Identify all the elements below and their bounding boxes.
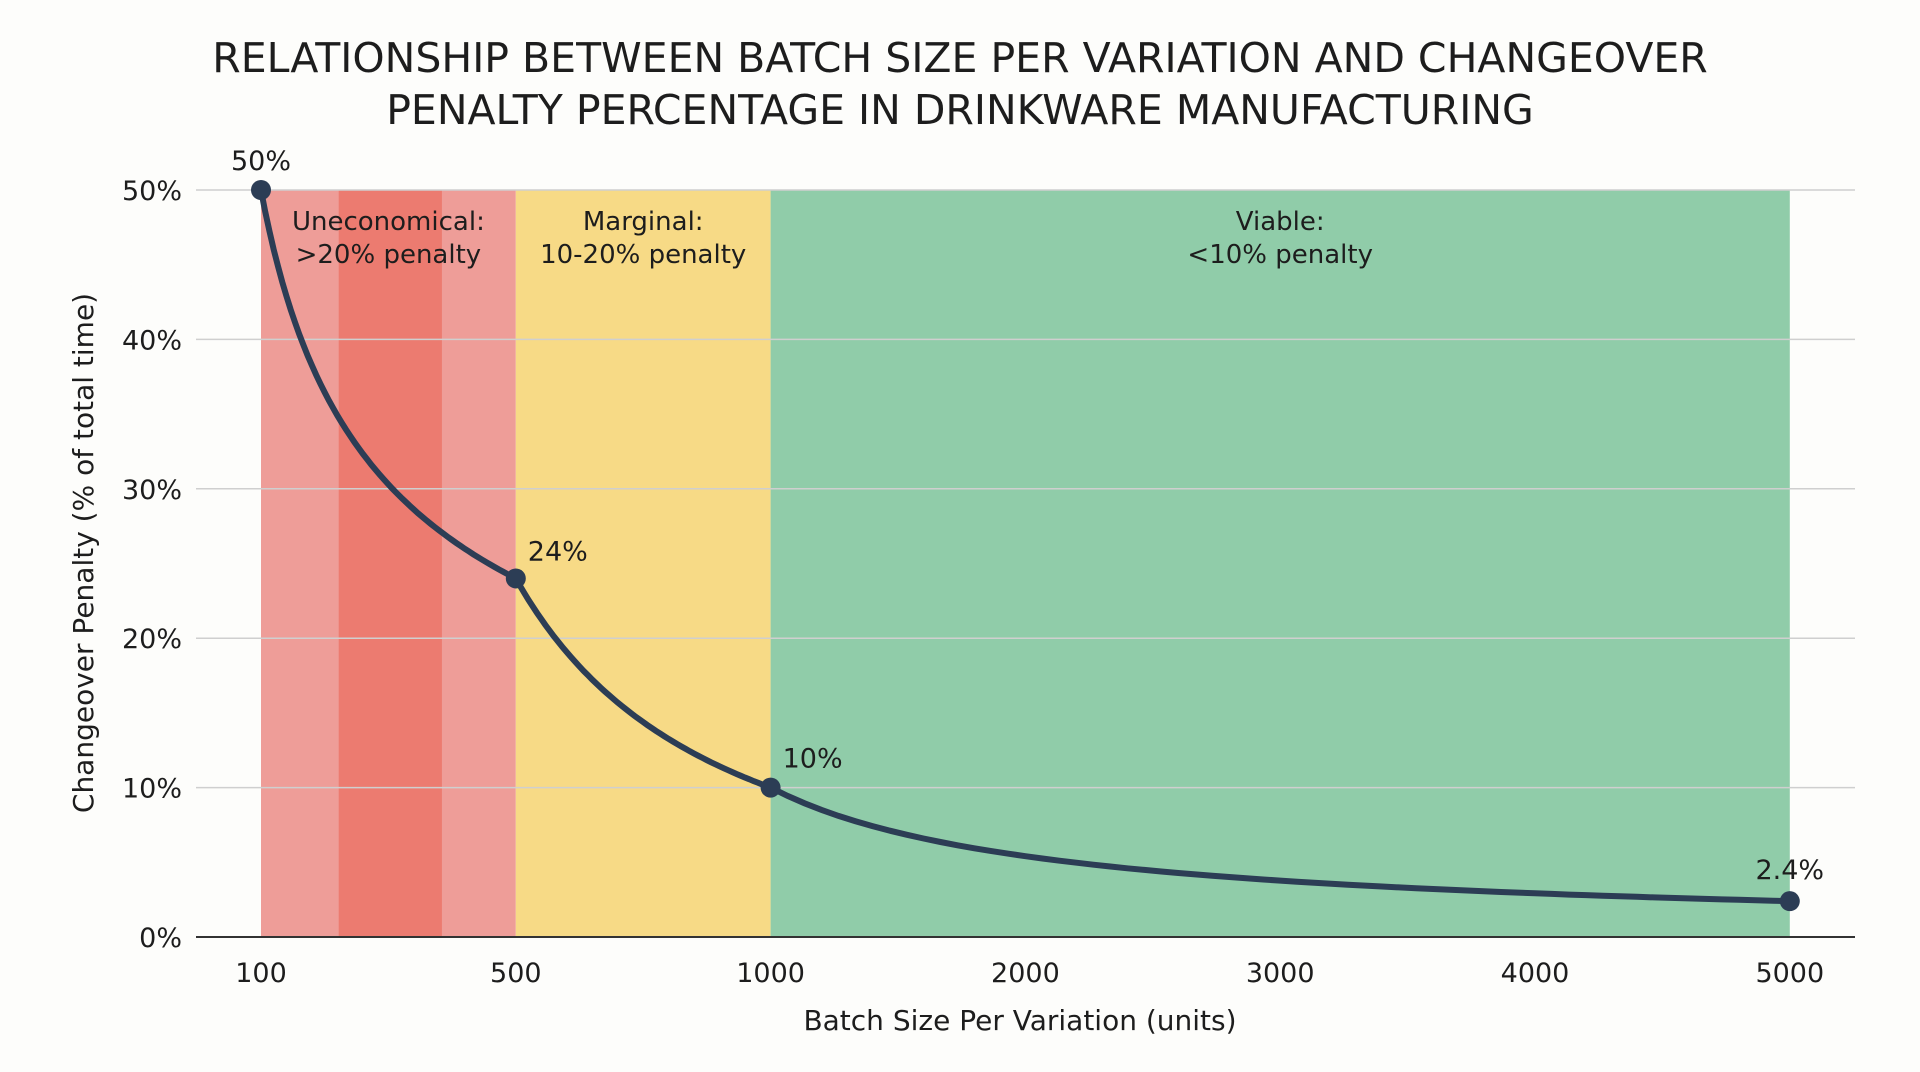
zone-marginal bbox=[515, 190, 771, 937]
y-tick-label: 40% bbox=[122, 325, 182, 356]
data-points: 50% 24% 10% 2.4% bbox=[231, 146, 1824, 912]
y-axis-label: Changeover Penalty (% of total time) bbox=[67, 293, 100, 813]
zone-label-viable: Viable: bbox=[1236, 207, 1325, 237]
zone-sublabel-viable: <10% penalty bbox=[1187, 240, 1373, 270]
y-tick-label: 30% bbox=[122, 475, 182, 506]
data-point bbox=[251, 180, 271, 200]
y-tick-label: 50% bbox=[122, 176, 182, 207]
data-point bbox=[505, 568, 526, 589]
x-axis-label: Batch Size Per Variation (units) bbox=[803, 1004, 1236, 1037]
x-tick-label: 100 bbox=[235, 958, 287, 989]
zone-label-marginal: Marginal: bbox=[583, 207, 704, 237]
data-point bbox=[1779, 891, 1800, 912]
zone-sublabel-uneconomical: >20% penalty bbox=[296, 240, 482, 270]
zone-viable bbox=[770, 190, 1790, 937]
x-axis-ticks: 100 500 1000 2000 3000 4000 5000 bbox=[235, 958, 1824, 989]
chart-title-line-1: RELATIONSHIP BETWEEN BATCH SIZE PER VARI… bbox=[212, 34, 1708, 82]
zone-uneconomical-band bbox=[338, 190, 442, 937]
zone-label-uneconomical: Uneconomical: bbox=[292, 207, 485, 237]
x-tick-label: 500 bbox=[490, 958, 542, 989]
gridlines bbox=[196, 189, 1855, 938]
y-axis-ticks: 0% 10% 20% 30% 40% 50% bbox=[122, 176, 182, 954]
data-point bbox=[760, 777, 781, 798]
x-tick-label: 5000 bbox=[1755, 958, 1824, 989]
y-tick-label: 0% bbox=[139, 923, 182, 954]
x-tick-label: 4000 bbox=[1501, 958, 1570, 989]
data-label: 10% bbox=[783, 744, 843, 775]
penalty-curve bbox=[258, 187, 1793, 905]
zone-sublabel-marginal: 10-20% penalty bbox=[540, 240, 746, 270]
y-tick-label: 20% bbox=[122, 624, 182, 655]
x-tick-label: 1000 bbox=[736, 958, 805, 989]
data-label: 50% bbox=[231, 146, 291, 177]
zones: Uneconomical:>20% penalty Marginal:10-20%… bbox=[261, 190, 1790, 937]
chart-title-line-2: PENALTY PERCENTAGE IN DRINKWARE MANUFACT… bbox=[386, 86, 1534, 134]
data-label: 2.4% bbox=[1755, 855, 1824, 886]
x-tick-label: 3000 bbox=[1246, 958, 1315, 989]
data-label: 24% bbox=[528, 536, 588, 567]
y-tick-label: 10% bbox=[122, 774, 182, 805]
x-tick-label: 2000 bbox=[991, 958, 1060, 989]
